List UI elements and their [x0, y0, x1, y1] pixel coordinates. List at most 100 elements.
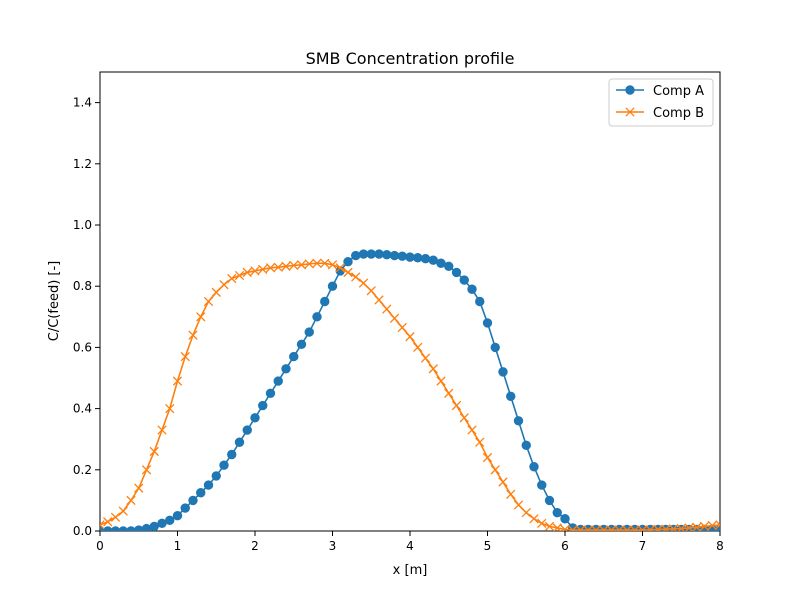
data-point-stroke: [389, 313, 400, 323]
data-point: [273, 376, 283, 386]
data-point: [614, 525, 624, 531]
data-point: [444, 388, 454, 398]
series-layer: [100, 249, 720, 531]
x-axis-label: x [m]: [393, 563, 428, 578]
data-point: [676, 523, 686, 531]
data-point-stroke: [662, 524, 671, 531]
data-point: [242, 267, 252, 278]
data-point-stroke: [625, 107, 635, 117]
data-point: [699, 521, 710, 531]
data-point: [645, 525, 655, 531]
data-point-stroke: [715, 520, 720, 526]
data-point-stroke: [459, 413, 469, 423]
data-point-stroke: [258, 264, 268, 275]
data-point: [653, 524, 663, 531]
data-point-stroke: [250, 266, 260, 276]
data-point: [625, 85, 635, 95]
data-point: [203, 480, 214, 490]
data-point-stroke: [405, 332, 415, 342]
data-point: [630, 525, 640, 531]
data-point: [281, 364, 291, 374]
data-point-stroke: [482, 452, 493, 463]
data-point-stroke: [413, 342, 423, 353]
data-point: [420, 253, 431, 264]
data-point: [374, 249, 384, 259]
data-point: [544, 495, 555, 506]
data-point: [366, 249, 376, 259]
data-point-stroke: [420, 353, 431, 363]
data-point: [165, 403, 175, 414]
data-point: [599, 525, 609, 531]
data-point: [296, 339, 307, 350]
data-point: [196, 488, 206, 498]
data-point: [544, 521, 555, 531]
data-point: [343, 267, 353, 278]
data-point: [692, 522, 702, 531]
data-point: [180, 351, 190, 362]
data-point-stroke: [172, 376, 183, 386]
data-point: [498, 367, 508, 377]
data-point: [134, 483, 144, 493]
data-point: [397, 251, 407, 261]
x-tick-label: 6: [561, 539, 569, 553]
data-point: [366, 286, 376, 296]
data-point-stroke: [165, 403, 175, 414]
data-point: [219, 460, 229, 470]
data-point: [196, 312, 206, 322]
data-point: [149, 446, 159, 457]
data-point: [203, 296, 214, 307]
data-point: [482, 452, 493, 463]
data-point-stroke: [351, 272, 361, 282]
data-point-stroke: [715, 523, 720, 530]
data-point: [459, 413, 469, 423]
data-point: [335, 263, 345, 273]
data-point-stroke: [149, 446, 159, 457]
x-tick-label: 8: [716, 539, 724, 553]
data-point: [250, 413, 260, 423]
data-point: [413, 253, 423, 263]
data-point: [312, 258, 322, 268]
data-point: [451, 267, 462, 278]
data-point-stroke: [335, 263, 345, 273]
data-point-stroke: [374, 295, 384, 305]
data-point: [560, 524, 570, 531]
data-point-stroke: [451, 400, 462, 411]
data-point-stroke: [521, 507, 531, 518]
data-point: [684, 523, 694, 531]
y-tick-label: 0.0: [73, 524, 92, 538]
data-point-stroke: [475, 437, 485, 447]
data-point: [227, 449, 237, 460]
chart-title: SMB Concentration profile: [306, 49, 515, 68]
data-point: [304, 327, 314, 337]
data-point-stroke: [632, 525, 640, 531]
data-point: [661, 524, 671, 531]
data-point: [405, 252, 415, 262]
data-point-stroke: [180, 351, 190, 362]
data-point: [389, 250, 400, 261]
data-point: [118, 506, 128, 516]
data-point-stroke: [211, 287, 221, 297]
data-point: [258, 400, 268, 411]
data-point: [157, 425, 167, 435]
data-point-stroke: [358, 278, 369, 288]
data-point: [622, 525, 632, 531]
data-point: [451, 400, 462, 411]
data-point: [428, 255, 438, 265]
data-point-stroke: [273, 262, 283, 272]
data-point: [444, 261, 454, 272]
data-point: [420, 353, 431, 363]
data-point: [258, 264, 268, 275]
data-point-stroke: [670, 524, 679, 531]
data-point: [320, 296, 330, 307]
y-tick-label: 1.4: [73, 96, 92, 110]
data-point-stroke: [397, 322, 407, 333]
data-point: [513, 500, 524, 510]
data-point-stroke: [609, 525, 617, 531]
data-point-stroke: [126, 495, 136, 506]
data-point: [126, 495, 136, 506]
data-point: [320, 258, 330, 268]
data-point-stroke: [490, 465, 500, 475]
data-point: [490, 342, 500, 353]
data-point-stroke: [655, 524, 663, 531]
